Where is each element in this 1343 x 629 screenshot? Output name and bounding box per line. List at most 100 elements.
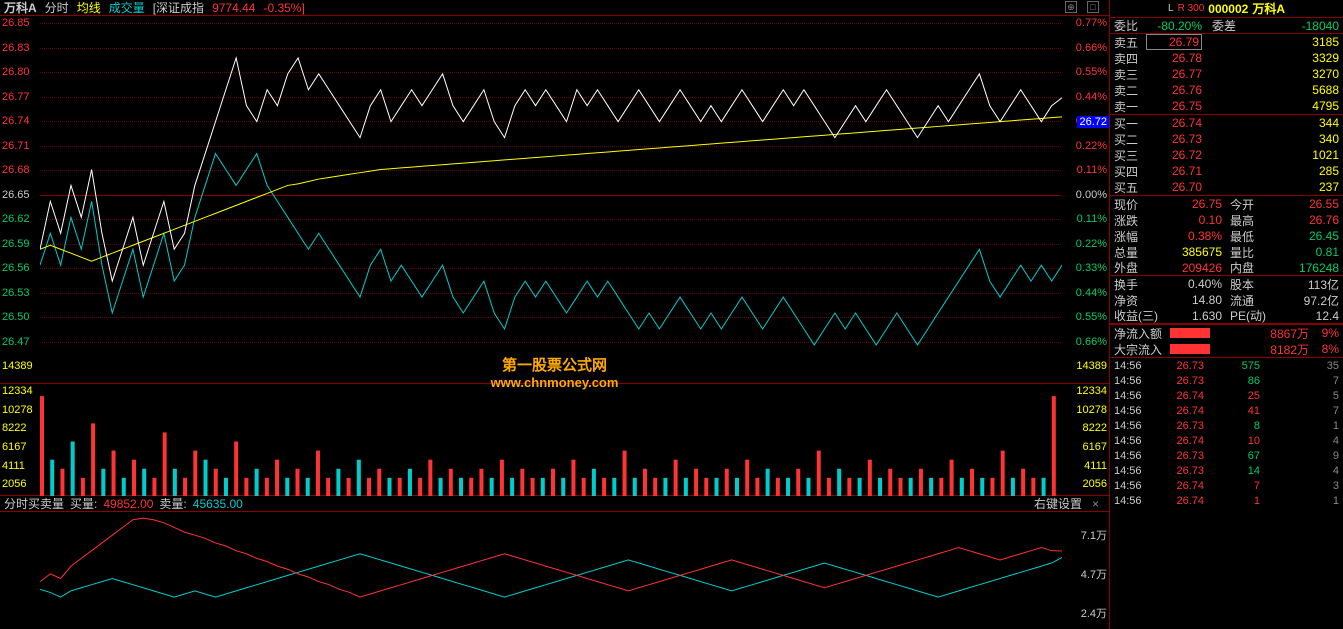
quote-label1: 净资 <box>1114 292 1162 309</box>
trade-time: 14:56 <box>1114 450 1156 462</box>
quote-val1: 0.40% <box>1162 277 1222 291</box>
trade-row: 14:56 26.73 575 35 <box>1110 358 1343 373</box>
bs-ytick: 4.7万 <box>1081 570 1107 581</box>
trade-time: 14:56 <box>1114 375 1156 387</box>
ytick-left: 26.65 <box>2 190 30 201</box>
flow-bar <box>1170 328 1210 338</box>
quote-row: 涨跌 0.10 最高 26.76 <box>1110 212 1343 228</box>
quote-row: 总量 385675 量比 0.81 <box>1110 244 1343 260</box>
trade-price: 26.73 <box>1156 375 1204 387</box>
ask-label: 卖二 <box>1114 82 1146 99</box>
bid-label: 买二 <box>1114 131 1146 148</box>
ask-qty: 5688 <box>1283 83 1339 97</box>
tab-intraday[interactable]: 分时 <box>45 0 69 16</box>
quote-row: 换手 0.40% 股本 113亿 <box>1110 276 1343 292</box>
ytick-right: 0.55% <box>1076 67 1107 78</box>
bid-qty: 285 <box>1283 164 1339 178</box>
trade-time: 14:56 <box>1114 360 1156 372</box>
trade-qty: 86 <box>1204 375 1260 387</box>
quote-val1: 0.10 <box>1162 213 1222 227</box>
quote-label1: 涨跌 <box>1114 212 1162 229</box>
trade-count: 1 <box>1260 495 1339 507</box>
vol-ytick: 8222 <box>1083 423 1107 434</box>
ytick-right: 0.33% <box>1076 263 1107 274</box>
trade-count: 7 <box>1260 375 1339 387</box>
ask-label: 卖三 <box>1114 66 1146 83</box>
buysell-chart-svg <box>40 512 1062 628</box>
quote-val2: 26.76 <box>1270 213 1339 227</box>
quote-val2: 12.4 <box>1270 309 1339 323</box>
price-chart[interactable]: 26.8526.8326.8026.7726.7426.7126.6826.65… <box>0 16 1109 384</box>
buysell-chart[interactable]: 7.1万4.7万2.4万 <box>0 512 1109 628</box>
tool-icon-1[interactable]: ⊕ <box>1065 1 1077 13</box>
quote-val1: 385675 <box>1162 245 1222 259</box>
quote-label1: 涨幅 <box>1114 228 1162 245</box>
ask-label: 卖五 <box>1114 34 1146 51</box>
flow-value: 8867万 <box>1214 325 1309 342</box>
vol-ytick: 6167 <box>1083 442 1107 453</box>
trade-qty: 25 <box>1204 390 1260 402</box>
ytick-right: 0.66% <box>1076 43 1107 54</box>
ytick-left: 26.80 <box>2 67 30 78</box>
ytick-left: 26.56 <box>2 263 30 274</box>
bid-qty: 237 <box>1283 180 1339 194</box>
ytick-right: 14389 <box>1076 361 1107 372</box>
prefix-l: L <box>1168 3 1174 14</box>
tool-icon-2[interactable]: □ <box>1087 1 1099 13</box>
quote-val1: 1.630 <box>1162 309 1222 323</box>
quote-label2: 流通 <box>1222 292 1270 309</box>
ytick-right: 0.77% <box>1076 18 1107 29</box>
bid-price: 26.70 <box>1146 180 1202 194</box>
stock-name-side: 万科A <box>1252 0 1285 17</box>
trade-count: 4 <box>1260 435 1339 447</box>
ask-price: 26.79 <box>1146 34 1202 50</box>
diff-value: -18040 <box>1283 19 1339 33</box>
bid-label: 买四 <box>1114 163 1146 180</box>
bid-price: 26.72 <box>1146 148 1202 162</box>
bid-price: 26.74 <box>1146 116 1202 130</box>
quote-val2: 26.55 <box>1270 197 1339 211</box>
bid-qty: 1021 <box>1283 148 1339 162</box>
ytick-left: 26.47 <box>2 337 30 348</box>
volume-yaxis-right: 12334102788222616741112056 <box>1063 384 1107 495</box>
trade-price: 26.73 <box>1156 360 1204 372</box>
bid-row: 买二 26.73 340 <box>1110 131 1343 147</box>
quote-label1: 外盘 <box>1114 259 1162 276</box>
commission-ratio-row: 委比 -80.20% 委差 -18040 <box>1110 18 1343 34</box>
ytick-left: 26.71 <box>2 141 30 152</box>
bid-price: 26.71 <box>1146 164 1202 178</box>
quote-label2: 最低 <box>1222 228 1270 245</box>
bid-label: 买一 <box>1114 115 1146 132</box>
vol-ytick: 2056 <box>2 479 26 490</box>
tab-volume[interactable]: 成交量 <box>109 0 145 16</box>
trade-price: 26.74 <box>1156 480 1204 492</box>
ytick-right: 0.22% <box>1076 239 1107 250</box>
ask-label: 卖四 <box>1114 50 1146 67</box>
chevron-down-icon[interactable]: × <box>1092 497 1099 511</box>
stock-code: 000002 <box>1208 2 1248 16</box>
bid-row: 买三 26.72 1021 <box>1110 147 1343 163</box>
ratio-value: -80.20% <box>1146 19 1202 33</box>
volume-chart[interactable]: 12334102788222616741112056 1233410278822… <box>0 384 1109 496</box>
ytick-right: 0.22% <box>1076 141 1107 152</box>
trade-qty: 8 <box>1204 420 1260 432</box>
quote-row: 现价 26.75 今开 26.55 <box>1110 196 1343 212</box>
bs-ytick: 2.4万 <box>1081 609 1107 620</box>
ytick-right: 0.44% <box>1076 288 1107 299</box>
trade-row: 14:56 26.74 7 3 <box>1110 478 1343 493</box>
trade-count: 9 <box>1260 450 1339 462</box>
trade-time: 14:56 <box>1114 435 1156 447</box>
tab-avg[interactable]: 均线 <box>77 0 101 16</box>
prefix-r: R 300 <box>1178 3 1205 14</box>
vol-ytick: 8222 <box>2 423 26 434</box>
trade-count: 5 <box>1260 390 1339 402</box>
trade-time: 14:56 <box>1114 420 1156 432</box>
buy-label: 买量: <box>70 495 97 512</box>
quote-label1: 现价 <box>1114 196 1162 213</box>
quote-label1: 总量 <box>1114 244 1162 261</box>
quote-val2: 176248 <box>1270 261 1339 275</box>
ytick-left: 26.53 <box>2 288 30 299</box>
settings-link[interactable]: 右键设置 <box>1034 495 1082 512</box>
quote-label2: 内盘 <box>1222 259 1270 276</box>
ask-label: 卖一 <box>1114 98 1146 115</box>
